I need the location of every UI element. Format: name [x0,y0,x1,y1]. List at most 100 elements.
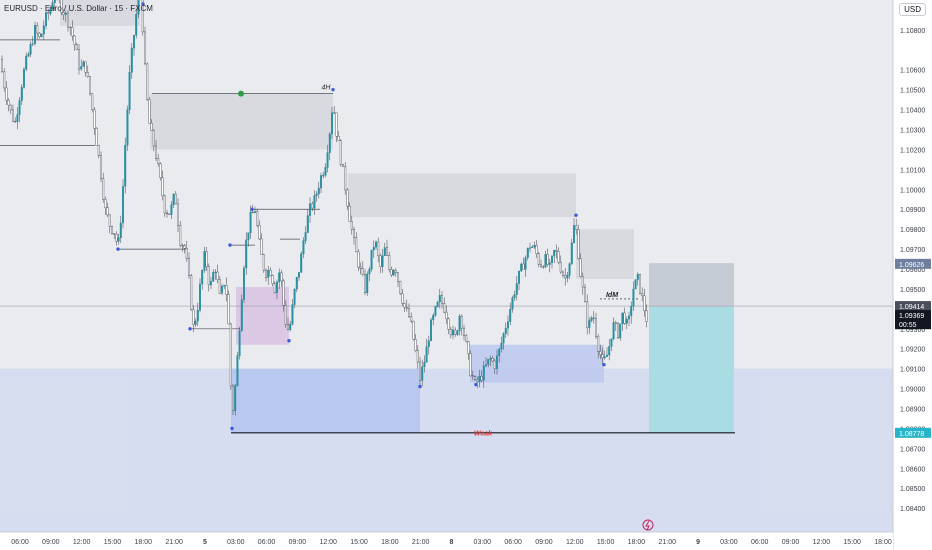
candle [372,246,375,251]
time-tick-label: 09:00 [42,539,60,546]
candle [546,254,549,265]
swing-point [474,382,478,387]
candle [9,104,12,111]
candle [104,199,107,208]
candle [220,286,223,294]
candle [315,193,318,196]
candle [130,47,133,73]
candle [298,272,301,278]
candle [60,0,63,13]
candle [557,251,560,263]
candle [284,305,287,325]
candle [379,255,382,267]
demand-zone-small [470,344,604,383]
candle [14,120,17,123]
candle [375,241,378,248]
price-marker-label: 1.09414 [899,304,924,311]
lightning-bolt [645,520,650,531]
candle [291,304,294,325]
price-tick-label: 1.08500 [900,486,925,493]
candle [150,123,153,131]
candle [489,358,492,360]
candle [496,355,499,369]
candle [7,100,10,106]
candle [260,238,263,255]
candle [31,43,34,45]
time-tick-label: 21:00 [165,539,183,546]
candle [511,297,514,310]
candle [51,2,54,10]
demand-zone-background [0,368,893,550]
symbol-title[interactable]: EURUSD · Euro / U.S. Dollar · 15 · FXCM [4,4,153,13]
candle [212,272,215,282]
candle [537,253,540,265]
candle [240,299,243,331]
candle [573,225,576,244]
swing-point [574,213,578,217]
candle [80,66,83,70]
time-tick-label: 12:00 [73,539,91,546]
candle [267,269,270,278]
candle [350,221,353,230]
candle [636,273,639,280]
candle [91,93,94,110]
currency-button[interactable]: USD [899,3,926,16]
candle [548,262,551,265]
candle [606,354,609,357]
candle [181,244,184,247]
price-tick-label: 1.08700 [900,446,925,453]
candle [187,258,190,276]
candle [110,226,113,234]
candle [201,269,204,285]
candle [106,207,109,216]
supply-zone [576,229,634,279]
candle [320,175,323,189]
price-tick-label: 1.10500 [900,88,925,95]
candle [137,0,140,15]
candle [333,112,336,114]
candle [416,350,419,363]
candle [95,128,98,146]
candle [62,12,65,15]
price-tick-label: 1.10800 [900,28,925,35]
candle [597,336,600,352]
candle [346,189,349,207]
candle [412,320,415,340]
weak-label: Weak [474,430,493,437]
candle [520,263,523,272]
candle [621,312,624,325]
candle [209,281,212,286]
price-marker [895,427,931,438]
candle [570,242,573,264]
candle [441,295,444,304]
candle [438,295,441,303]
time-tick-label: 9 [696,539,700,546]
swing-point [287,339,291,343]
candle [540,264,543,267]
candle [632,288,635,307]
candle [504,327,507,334]
candle [75,44,78,50]
swing-point [188,327,192,331]
price-tick-label: 1.08900 [900,407,925,414]
price-marker-label: 1.09626 [899,262,924,269]
candle [16,114,19,122]
candle [476,379,479,383]
price-tick-label: 1.08400 [900,506,925,513]
candle [170,204,173,215]
candle [77,49,80,70]
candle [436,301,439,307]
candle [518,270,521,284]
candle [359,266,362,269]
time-tick-label: 03:00 [720,539,738,546]
candle [198,283,201,311]
candle [203,251,206,271]
candle [423,362,426,368]
candle [628,315,631,320]
take-profit-zone [649,306,734,433]
candle [3,71,6,89]
candle [592,317,595,320]
price-tick-label: 1.09100 [900,367,925,374]
swing-point [250,207,254,211]
